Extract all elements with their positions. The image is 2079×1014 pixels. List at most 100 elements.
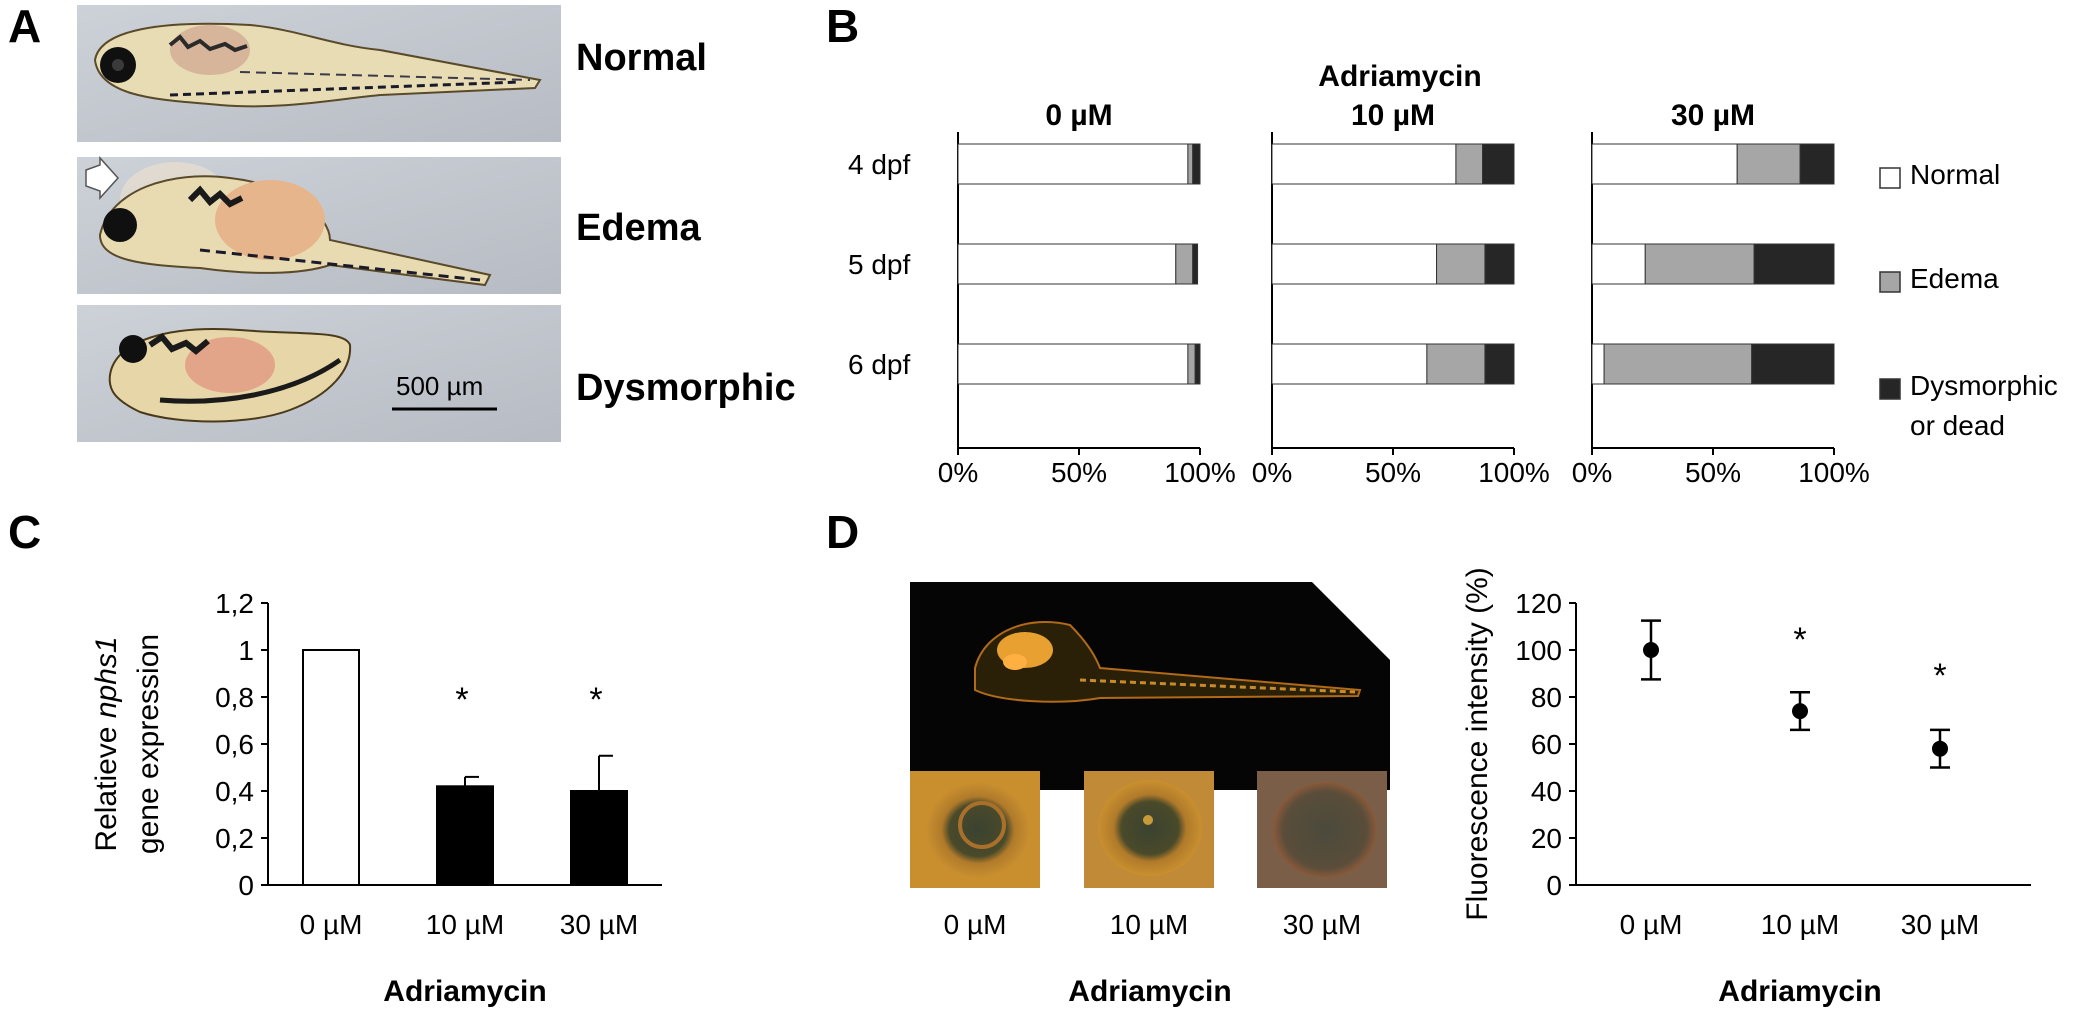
panel-letter-a: A bbox=[8, 0, 41, 52]
dysmorphic-larva-photo bbox=[77, 305, 561, 442]
chart-b-title: Adriamycin bbox=[1318, 60, 1481, 93]
image-label-0um: 0 µM bbox=[944, 909, 1007, 940]
chart-b: 0 µM 0% 50% 100% 10 µM 0% 50% 100% 30 µM 0% 50% 100… bbox=[848, 99, 2058, 488]
bar-0-um-6-dpf-edema bbox=[1187, 343, 1196, 385]
x-tick-label-30-um: 30 µM bbox=[560, 909, 638, 940]
row-label-edema: Edema bbox=[576, 207, 701, 249]
bar-10-um bbox=[436, 785, 494, 886]
bar-0-um-4-dpf-dysmorphic-or-dead bbox=[1192, 143, 1201, 185]
category-label-6-dpf: 6 dpf bbox=[848, 349, 910, 380]
x-axis-title: Adriamycin bbox=[1718, 975, 1881, 1008]
bar-10-um-5-dpf-dysmorphic-or-dead bbox=[1484, 243, 1515, 285]
x-tick-label: 100% bbox=[1478, 457, 1550, 488]
x-tick-label: 50% bbox=[1365, 457, 1421, 488]
legend-label-normal: Normal bbox=[1910, 159, 2000, 190]
x-tick-label: 0% bbox=[1572, 457, 1612, 488]
x-tick-label-10-um: 10 µM bbox=[1761, 909, 1839, 940]
image-label-30um: 30 µM bbox=[1283, 909, 1361, 940]
legend-swatch-normal bbox=[1879, 167, 1901, 189]
legend-swatch-dysmorphic-or-dead bbox=[1879, 378, 1901, 400]
panel-letter-b: B bbox=[826, 0, 859, 52]
y-tick-label: 0,4 bbox=[215, 776, 254, 807]
bar-0-um-5-dpf-edema bbox=[1175, 243, 1194, 285]
significance-marker-30-um: * bbox=[589, 681, 602, 719]
bar-30-um-5-dpf-dysmorphic-or-dead bbox=[1753, 243, 1835, 285]
significance-marker-10-um: * bbox=[1793, 621, 1806, 659]
bar-30-um-6-dpf-dysmorphic-or-dead bbox=[1751, 343, 1835, 385]
fluorescent-larva-photo bbox=[910, 582, 1390, 790]
y-tick-label: 0,8 bbox=[215, 682, 254, 713]
bar-0-um-6-dpf-normal bbox=[957, 343, 1189, 385]
bar-10-um-5-dpf-normal bbox=[1271, 243, 1438, 285]
x-tick-label-10-um: 10 µM bbox=[426, 909, 504, 940]
x-tick-label: 50% bbox=[1685, 457, 1741, 488]
bar-10-um-4-dpf-edema bbox=[1455, 143, 1484, 185]
row-label-normal: Normal bbox=[576, 37, 707, 79]
y-tick-label: 0 bbox=[238, 870, 254, 901]
bar-30-um-4-dpf-dysmorphic-or-dead bbox=[1799, 143, 1835, 185]
bar-10-um-5-dpf-edema bbox=[1436, 243, 1486, 285]
y-axis-title: Fluorescence intensity (%) bbox=[1461, 567, 1494, 920]
eye-image-10um bbox=[1084, 771, 1214, 888]
y-axis-title-text: Relatieve bbox=[90, 718, 123, 851]
y-tick-label: 40 bbox=[1531, 776, 1562, 807]
panel-letter-c: C bbox=[8, 506, 41, 558]
bar-10-um-6-dpf-edema bbox=[1426, 343, 1486, 385]
bar-10-um-6-dpf-dysmorphic-or-dead bbox=[1484, 343, 1515, 385]
data-point-10-um bbox=[1792, 703, 1808, 720]
y-tick-label: 0,2 bbox=[215, 823, 254, 854]
bar-0-um-6-dpf-dysmorphic-or-dead bbox=[1194, 343, 1201, 385]
legend-swatch-edema bbox=[1879, 271, 1901, 293]
bar-0-um-4-dpf-normal bbox=[957, 143, 1189, 185]
y-tick-label: 100 bbox=[1515, 635, 1562, 666]
eye-image-30um bbox=[1257, 771, 1387, 888]
scale-bar-label: 500 µm bbox=[396, 371, 483, 401]
x-tick-label: 50% bbox=[1051, 457, 1107, 488]
legend-label-or-dead: or dead bbox=[1910, 410, 2005, 441]
x-tick-label: 0% bbox=[1252, 457, 1292, 488]
subchart-title-30-um: 30 µM bbox=[1671, 99, 1755, 132]
chart-d: 0 20 40 60 80 100 120 0 µM * 10 µM * 30 µM Adriamyci… bbox=[1461, 567, 2031, 1008]
bar-30-um-5-dpf-edema bbox=[1644, 243, 1755, 285]
y-tick-label: 0,6 bbox=[215, 729, 254, 760]
x-tick-label-0-um: 0 µM bbox=[1620, 909, 1683, 940]
bar-0-um-4-dpf-edema bbox=[1187, 143, 1194, 185]
bar-30-um-5-dpf-normal bbox=[1591, 243, 1646, 285]
chart-c: 0 0,2 0,4 0,6 0,8 1 1,2 0 µM * 10 µM * 30 µM Adriamy… bbox=[90, 588, 662, 1008]
panel-letter-d: D bbox=[826, 506, 859, 558]
row-label-dysmorphic: Dysmorphic bbox=[576, 367, 796, 409]
y-axis-title-gene: nphs1 bbox=[90, 636, 123, 718]
significance-marker-10-um: * bbox=[455, 681, 468, 719]
subchart-title-10-um: 10 µM bbox=[1351, 99, 1435, 132]
y-tick-label: 60 bbox=[1531, 729, 1562, 760]
y-tick-label: 120 bbox=[1515, 588, 1562, 619]
bar-30-um-4-dpf-edema bbox=[1736, 143, 1801, 185]
legend-label-edema: Edema bbox=[1910, 263, 1999, 294]
data-point-30-um bbox=[1932, 740, 1948, 757]
bar-10-um-6-dpf-normal bbox=[1271, 343, 1428, 385]
x-tick-label: 0% bbox=[938, 457, 978, 488]
y-tick-label: 1,2 bbox=[215, 588, 254, 619]
x-tick-label-30-um: 30 µM bbox=[1901, 909, 1979, 940]
x-tick-label: 100% bbox=[1164, 457, 1236, 488]
y-tick-label: 20 bbox=[1531, 823, 1562, 854]
y-tick-label: 1 bbox=[238, 635, 254, 666]
data-point-0-um bbox=[1643, 642, 1659, 658]
significance-marker-30-um: * bbox=[1933, 657, 1946, 695]
bar-0-um bbox=[302, 649, 360, 886]
image-label-10um: 10 µM bbox=[1110, 909, 1188, 940]
y-tick-label: 80 bbox=[1531, 682, 1562, 713]
y-axis-title-line2: gene expression bbox=[132, 634, 165, 854]
subchart-title-0-um: 0 µM bbox=[1045, 99, 1112, 132]
edema-larva-photo bbox=[77, 156, 561, 294]
bar-10-um-4-dpf-normal bbox=[1271, 143, 1457, 185]
x-axis-title: Adriamycin bbox=[383, 975, 546, 1008]
y-tick-label: 0 bbox=[1546, 870, 1562, 901]
legend-label-dysmorphic: Dysmorphic bbox=[1910, 370, 2058, 401]
bar-30-um-4-dpf-normal bbox=[1591, 143, 1738, 185]
bar-30-um bbox=[570, 790, 628, 886]
bar-0-um-5-dpf-normal bbox=[957, 243, 1177, 285]
normal-larva-photo bbox=[77, 5, 561, 142]
y-axis-title-line1: Relatieve nphs1 bbox=[90, 636, 123, 851]
